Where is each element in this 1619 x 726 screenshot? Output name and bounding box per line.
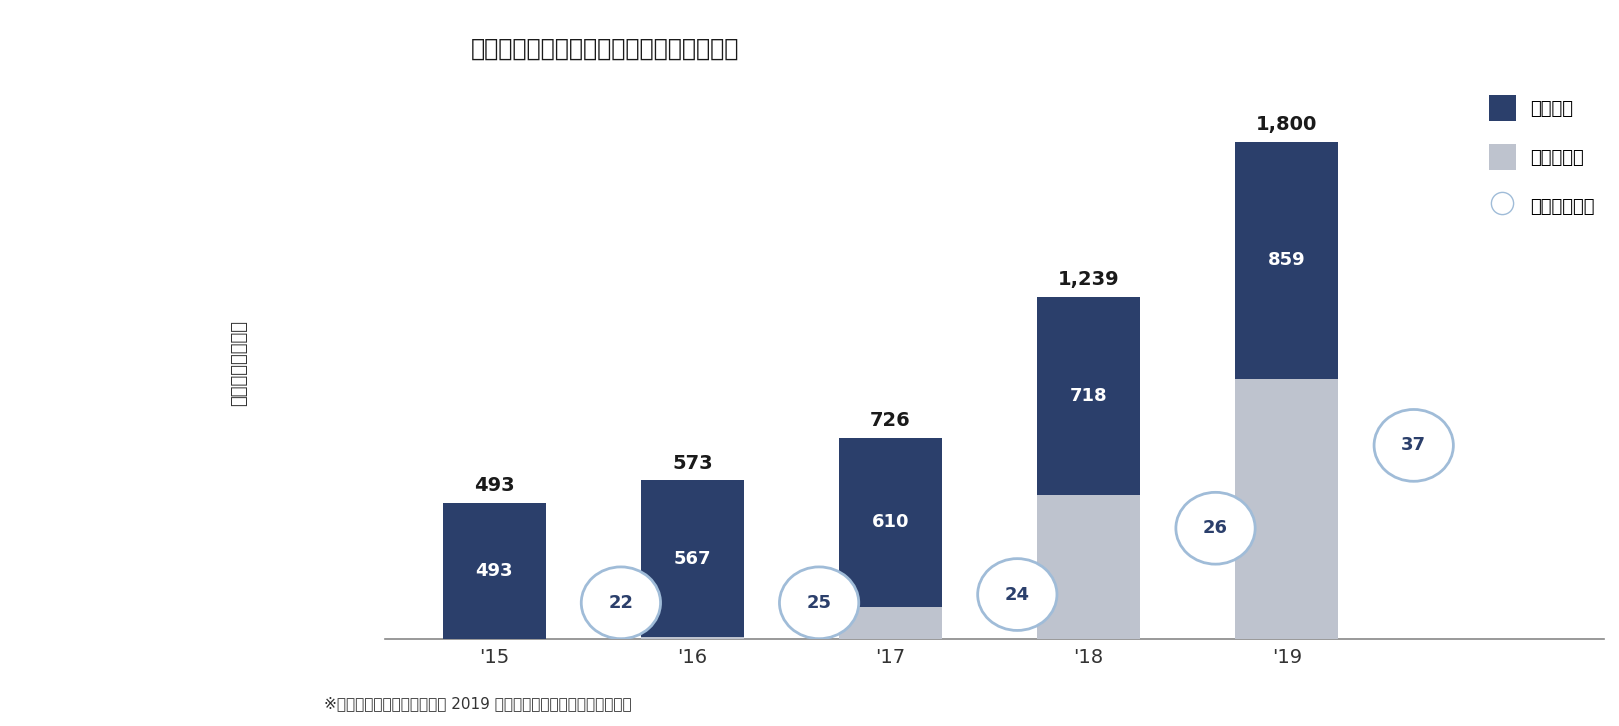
Bar xyxy=(641,637,743,639)
Bar xyxy=(839,439,942,607)
Bar xyxy=(1235,379,1339,639)
Bar xyxy=(442,502,546,639)
Bar xyxy=(839,607,942,639)
Bar xyxy=(1235,142,1339,379)
Text: 26: 26 xyxy=(1203,519,1229,537)
Text: 24: 24 xyxy=(1005,586,1030,603)
Bar xyxy=(1038,296,1140,495)
Text: 567: 567 xyxy=(674,550,711,568)
Ellipse shape xyxy=(1175,492,1255,564)
Text: 573: 573 xyxy=(672,454,712,473)
Text: 610: 610 xyxy=(871,513,910,531)
Bar xyxy=(1038,495,1140,639)
Text: 859: 859 xyxy=(1268,251,1305,269)
Text: 493: 493 xyxy=(474,476,515,495)
Legend: 上場企業, 非上場企業, 健康経営銘柄: 上場企業, 非上場企業, 健康経営銘柄 xyxy=(1489,95,1595,219)
Ellipse shape xyxy=(1375,409,1454,481)
Text: 22: 22 xyxy=(609,594,633,612)
Text: 37: 37 xyxy=(1400,436,1426,454)
Text: 25: 25 xyxy=(806,594,832,612)
Ellipse shape xyxy=(581,567,661,639)
Bar xyxy=(641,481,743,637)
Ellipse shape xyxy=(779,567,858,639)
Text: 726: 726 xyxy=(869,412,911,431)
Text: 718: 718 xyxy=(1070,387,1107,404)
Text: 1,239: 1,239 xyxy=(1057,270,1119,289)
Ellipse shape xyxy=(978,558,1057,630)
Text: ※経済産業省「健康経営銘柄 2019 選定企業紹介レポート」より作成: ※経済産業省「健康経営銘柄 2019 選定企業紹介レポート」より作成 xyxy=(324,696,631,711)
Text: ［図表１］健康経営度調査への回答企業数: ［図表１］健康経営度調査への回答企業数 xyxy=(471,37,738,61)
Text: 493: 493 xyxy=(476,562,513,579)
Text: 1,800: 1,800 xyxy=(1256,115,1318,134)
Text: 回答企業数（社）: 回答企業数（社） xyxy=(230,319,248,406)
